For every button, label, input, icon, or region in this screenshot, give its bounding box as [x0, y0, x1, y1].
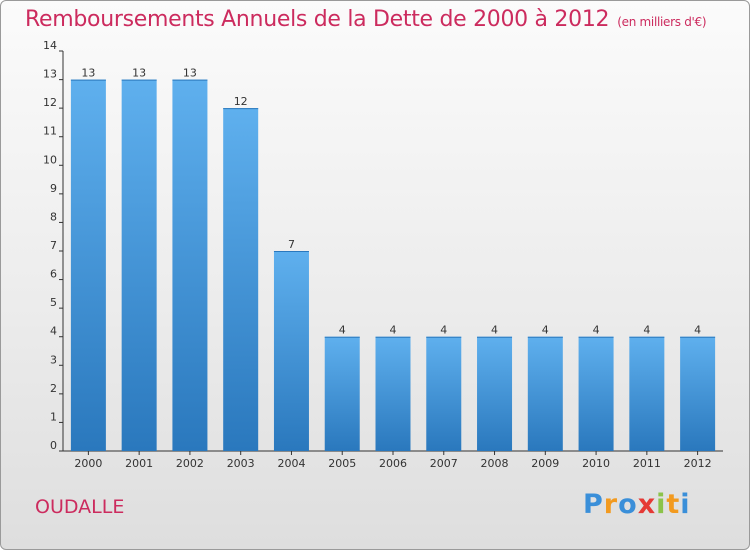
data-labels: 13 13 13 12 7 4 4 4 4 4 4 4 4 [81, 67, 701, 337]
y-tick-label: 1 [50, 410, 57, 423]
logo-letter: o [618, 489, 638, 520]
bar [578, 336, 614, 451]
x-tick-label: 2009 [531, 457, 559, 470]
x-tick-label: 2005 [328, 457, 356, 470]
x-tick-label: 2006 [379, 457, 407, 470]
x-tick-label: 2004 [277, 457, 305, 470]
bar [70, 79, 106, 452]
y-tick-label: 4 [50, 325, 57, 338]
bar [172, 79, 208, 452]
x-tick-label: 2002 [176, 457, 204, 470]
chart-title-text: Remboursements Annuels de la Dette de 20… [25, 7, 610, 32]
chart-title: Remboursements Annuels de la Dette de 20… [25, 7, 707, 32]
logo-letter: x [637, 489, 657, 520]
x-tick-label: 2008 [481, 457, 509, 470]
x-tick-label: 2012 [684, 457, 712, 470]
logo-letter: i [680, 489, 691, 520]
y-tick-label: 11 [43, 125, 57, 138]
y-tick-label: 0 [50, 439, 57, 452]
x-tick-label: 2011 [633, 457, 661, 470]
y-tick-label: 10 [43, 153, 57, 166]
y-tick-label: 6 [50, 268, 57, 281]
y-tick-label: 3 [50, 353, 57, 366]
bar [121, 79, 157, 452]
bar [629, 336, 665, 451]
data-label: 7 [288, 238, 295, 251]
x-tick-label: 2010 [582, 457, 610, 470]
data-label: 13 [183, 67, 197, 80]
proxiti-logo[interactable]: Proxiti [583, 489, 691, 520]
data-label: 4 [542, 324, 549, 337]
data-label: 13 [81, 67, 95, 80]
data-label: 4 [390, 324, 397, 337]
y-tick-label: 2 [50, 382, 57, 395]
data-label: 4 [339, 324, 346, 337]
bar [426, 336, 462, 451]
data-label: 4 [643, 324, 650, 337]
data-label: 12 [234, 95, 248, 108]
bar [680, 336, 716, 451]
data-label: 13 [132, 67, 146, 80]
logo-letter: r [603, 489, 619, 520]
bars [70, 79, 716, 452]
bar [477, 336, 513, 451]
logo-letter: i [656, 489, 667, 520]
data-label: 4 [491, 324, 498, 337]
data-label: 4 [593, 324, 600, 337]
y-tick-label: 12 [43, 96, 57, 109]
logo-letter: P [583, 489, 604, 520]
chart-subtitle: (en milliers d'€) [617, 15, 707, 29]
x-tick-label: 2001 [125, 457, 153, 470]
bar [527, 336, 563, 451]
y-tick-label: 9 [50, 182, 57, 195]
y-tick-label: 7 [50, 239, 57, 252]
data-label: 4 [440, 324, 447, 337]
bar [324, 336, 360, 451]
x-tick-label: 2007 [430, 457, 458, 470]
data-label: 4 [694, 324, 701, 337]
x-tick-label: 2003 [227, 457, 255, 470]
x-tick-label: 2000 [74, 457, 102, 470]
y-tick-label: 5 [50, 296, 57, 309]
logo-letter: t [666, 489, 681, 520]
bar [375, 336, 411, 451]
bar [223, 108, 259, 452]
commune-name: OUDALLE [35, 496, 125, 518]
y-tick-label: 13 [43, 68, 57, 81]
y-tick-label: 8 [50, 210, 57, 223]
bar [273, 251, 309, 451]
y-tick-label: 14 [43, 39, 57, 52]
